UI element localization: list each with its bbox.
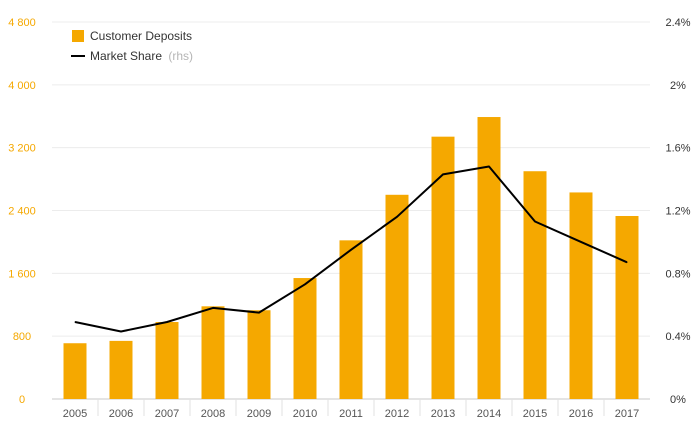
x-tick-label: 2015 xyxy=(523,408,547,420)
gridlines xyxy=(52,21,650,416)
x-tick-label: 2011 xyxy=(339,408,363,420)
bar-series xyxy=(63,117,639,400)
x-tick-label: 2010 xyxy=(293,408,317,420)
legend-label-customer-deposits: Customer Deposits xyxy=(90,29,192,43)
bar-2015 xyxy=(523,171,547,399)
line-point-2009 xyxy=(258,312,260,314)
y-left-tick-label: 0 xyxy=(19,394,25,406)
bar-2010 xyxy=(293,278,317,399)
bar-2014 xyxy=(477,117,501,400)
y-right-tick-label: 0% xyxy=(670,394,686,406)
line-point-2013 xyxy=(442,173,444,175)
line-point-2008 xyxy=(212,307,214,309)
y-right-tick-label: 1.2% xyxy=(665,206,690,218)
x-tick-label: 2017 xyxy=(615,408,639,420)
line-point-2015 xyxy=(534,220,536,222)
bar-2011 xyxy=(339,240,363,399)
x-axis: 2005 2006 2007 2008 2009 2010 2011 2012 2013 2014… xyxy=(63,408,639,420)
y-right-tick-label: 0.8% xyxy=(665,268,690,280)
y-left-tick-label: 800 xyxy=(13,331,31,343)
x-tick-label: 2012 xyxy=(385,408,409,420)
legend-label-market-share: Market Share (rhs) xyxy=(90,49,193,63)
line-point-2011 xyxy=(350,249,352,251)
x-tick-label: 2009 xyxy=(247,408,271,420)
bar-2012 xyxy=(385,194,409,399)
bar-2005 xyxy=(63,343,87,399)
line-point-2014 xyxy=(488,166,490,168)
y-right-tick-label: 2.4% xyxy=(665,17,690,29)
y-axis-right: 0% 0.4% 0.8% 1.2% 1.6% 2% 2.4% xyxy=(665,17,690,406)
x-tick-label: 2008 xyxy=(201,408,225,420)
y-left-tick-label: 2 400 xyxy=(8,206,36,218)
line-point-2016 xyxy=(580,241,582,243)
x-tick-label: 2013 xyxy=(431,408,455,420)
bar-2009 xyxy=(247,310,271,399)
x-tick-label: 2007 xyxy=(155,408,179,420)
legend-swatch-customer-deposits xyxy=(72,30,84,42)
x-tick-label: 2006 xyxy=(109,408,133,420)
y-left-tick-label: 1 600 xyxy=(8,268,36,280)
legend-label-rhs: (rhs) xyxy=(168,49,193,63)
legend: Customer Deposits Market Share (rhs) xyxy=(71,29,193,63)
x-tick-label: 2016 xyxy=(569,408,593,420)
y-left-tick-label: 4 800 xyxy=(8,17,36,29)
line-point-2012 xyxy=(396,216,398,218)
y-axis-left: 0 800 1 600 2 400 3 200 4 000 4 800 xyxy=(8,17,36,406)
x-tick-label: 2014 xyxy=(477,408,501,420)
line-point-2007 xyxy=(166,321,168,323)
y-left-tick-label: 4 000 xyxy=(8,80,36,92)
y-left-tick-label: 3 200 xyxy=(8,143,36,155)
bar-2013 xyxy=(431,136,455,399)
x-tick-label: 2005 xyxy=(63,408,87,420)
bar-2016 xyxy=(569,192,593,399)
line-point-2010 xyxy=(304,283,306,285)
y-right-tick-label: 2% xyxy=(670,80,686,92)
line-point-2005 xyxy=(74,321,76,323)
line-point-2017 xyxy=(626,261,628,263)
bar-2007 xyxy=(155,322,179,399)
bar-2006 xyxy=(109,340,133,399)
bar-2017 xyxy=(615,215,639,399)
y-right-tick-label: 0.4% xyxy=(665,331,690,343)
bar-2008 xyxy=(201,306,225,399)
line-series xyxy=(74,165,628,333)
y-right-tick-label: 1.6% xyxy=(665,143,690,155)
line-point-2006 xyxy=(120,330,122,332)
